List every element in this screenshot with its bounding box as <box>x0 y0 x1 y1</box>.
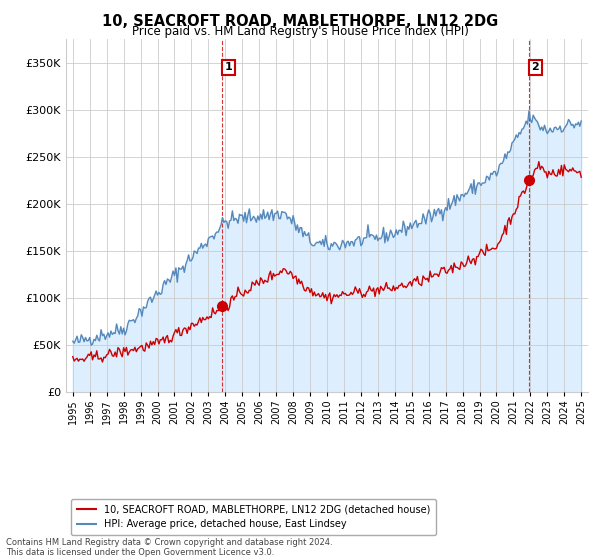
Text: Contains HM Land Registry data © Crown copyright and database right 2024.
This d: Contains HM Land Registry data © Crown c… <box>6 538 332 557</box>
Legend: 10, SEACROFT ROAD, MABLETHORPE, LN12 2DG (detached house), HPI: Average price, d: 10, SEACROFT ROAD, MABLETHORPE, LN12 2DG… <box>71 499 436 535</box>
Text: 2: 2 <box>532 62 539 72</box>
Text: 1: 1 <box>224 62 232 72</box>
Text: 10, SEACROFT ROAD, MABLETHORPE, LN12 2DG: 10, SEACROFT ROAD, MABLETHORPE, LN12 2DG <box>102 14 498 29</box>
Text: Price paid vs. HM Land Registry's House Price Index (HPI): Price paid vs. HM Land Registry's House … <box>131 25 469 38</box>
